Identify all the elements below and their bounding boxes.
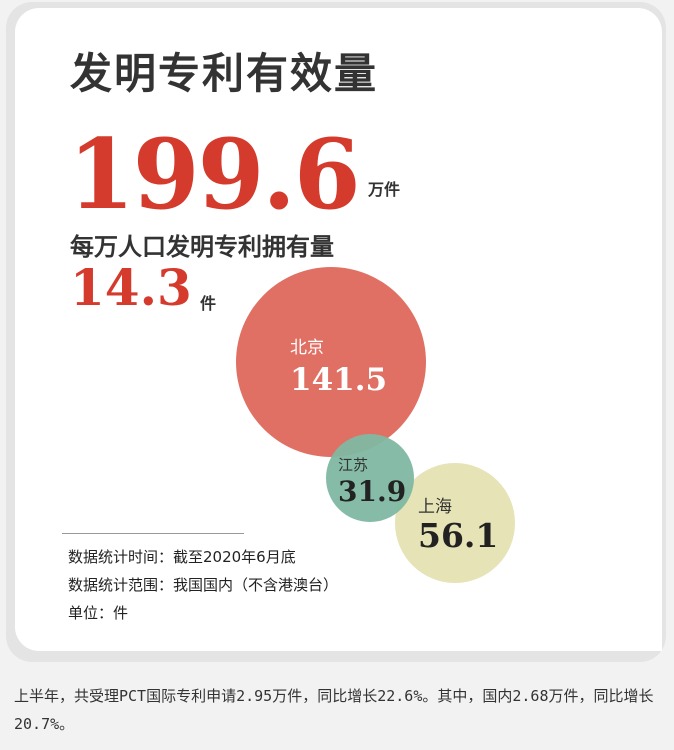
per-capita-value: 14.3 <box>70 258 192 317</box>
bubble-value-shanghai: 56.1 <box>418 516 499 555</box>
total-unit: 万件 <box>368 180 401 199</box>
bubble-value-beijing: 141.5 <box>290 362 388 398</box>
bubble-value-jiangsu: 31.9 <box>338 475 407 508</box>
caption-text: 上半年，共受理PCT国际专利申请2.95万件，同比增长22.6%。其中，国内2.… <box>14 687 654 733</box>
divider <box>62 533 244 534</box>
note-unit: 单位：件 <box>68 604 129 622</box>
bubble-label-jiangsu: 江苏 <box>338 456 369 474</box>
bubble-label-beijing: 北京 <box>290 338 324 358</box>
bubble-shanghai <box>395 463 515 583</box>
infographic-title: 发明专利有效量 <box>70 49 379 98</box>
note-scope: 数据统计范围：我国国内（不含港澳台） <box>68 576 339 594</box>
note-time: 数据统计时间：截至2020年6月底 <box>68 548 296 566</box>
bubble-label-shanghai: 上海 <box>418 497 452 517</box>
total-value: 199.6 <box>68 118 361 231</box>
per-capita-unit: 件 <box>200 294 217 313</box>
bubble-beijing <box>236 267 426 457</box>
bubble-jiangsu <box>326 434 414 522</box>
per-capita-label: 每万人口发明专利拥有量 <box>70 233 334 261</box>
